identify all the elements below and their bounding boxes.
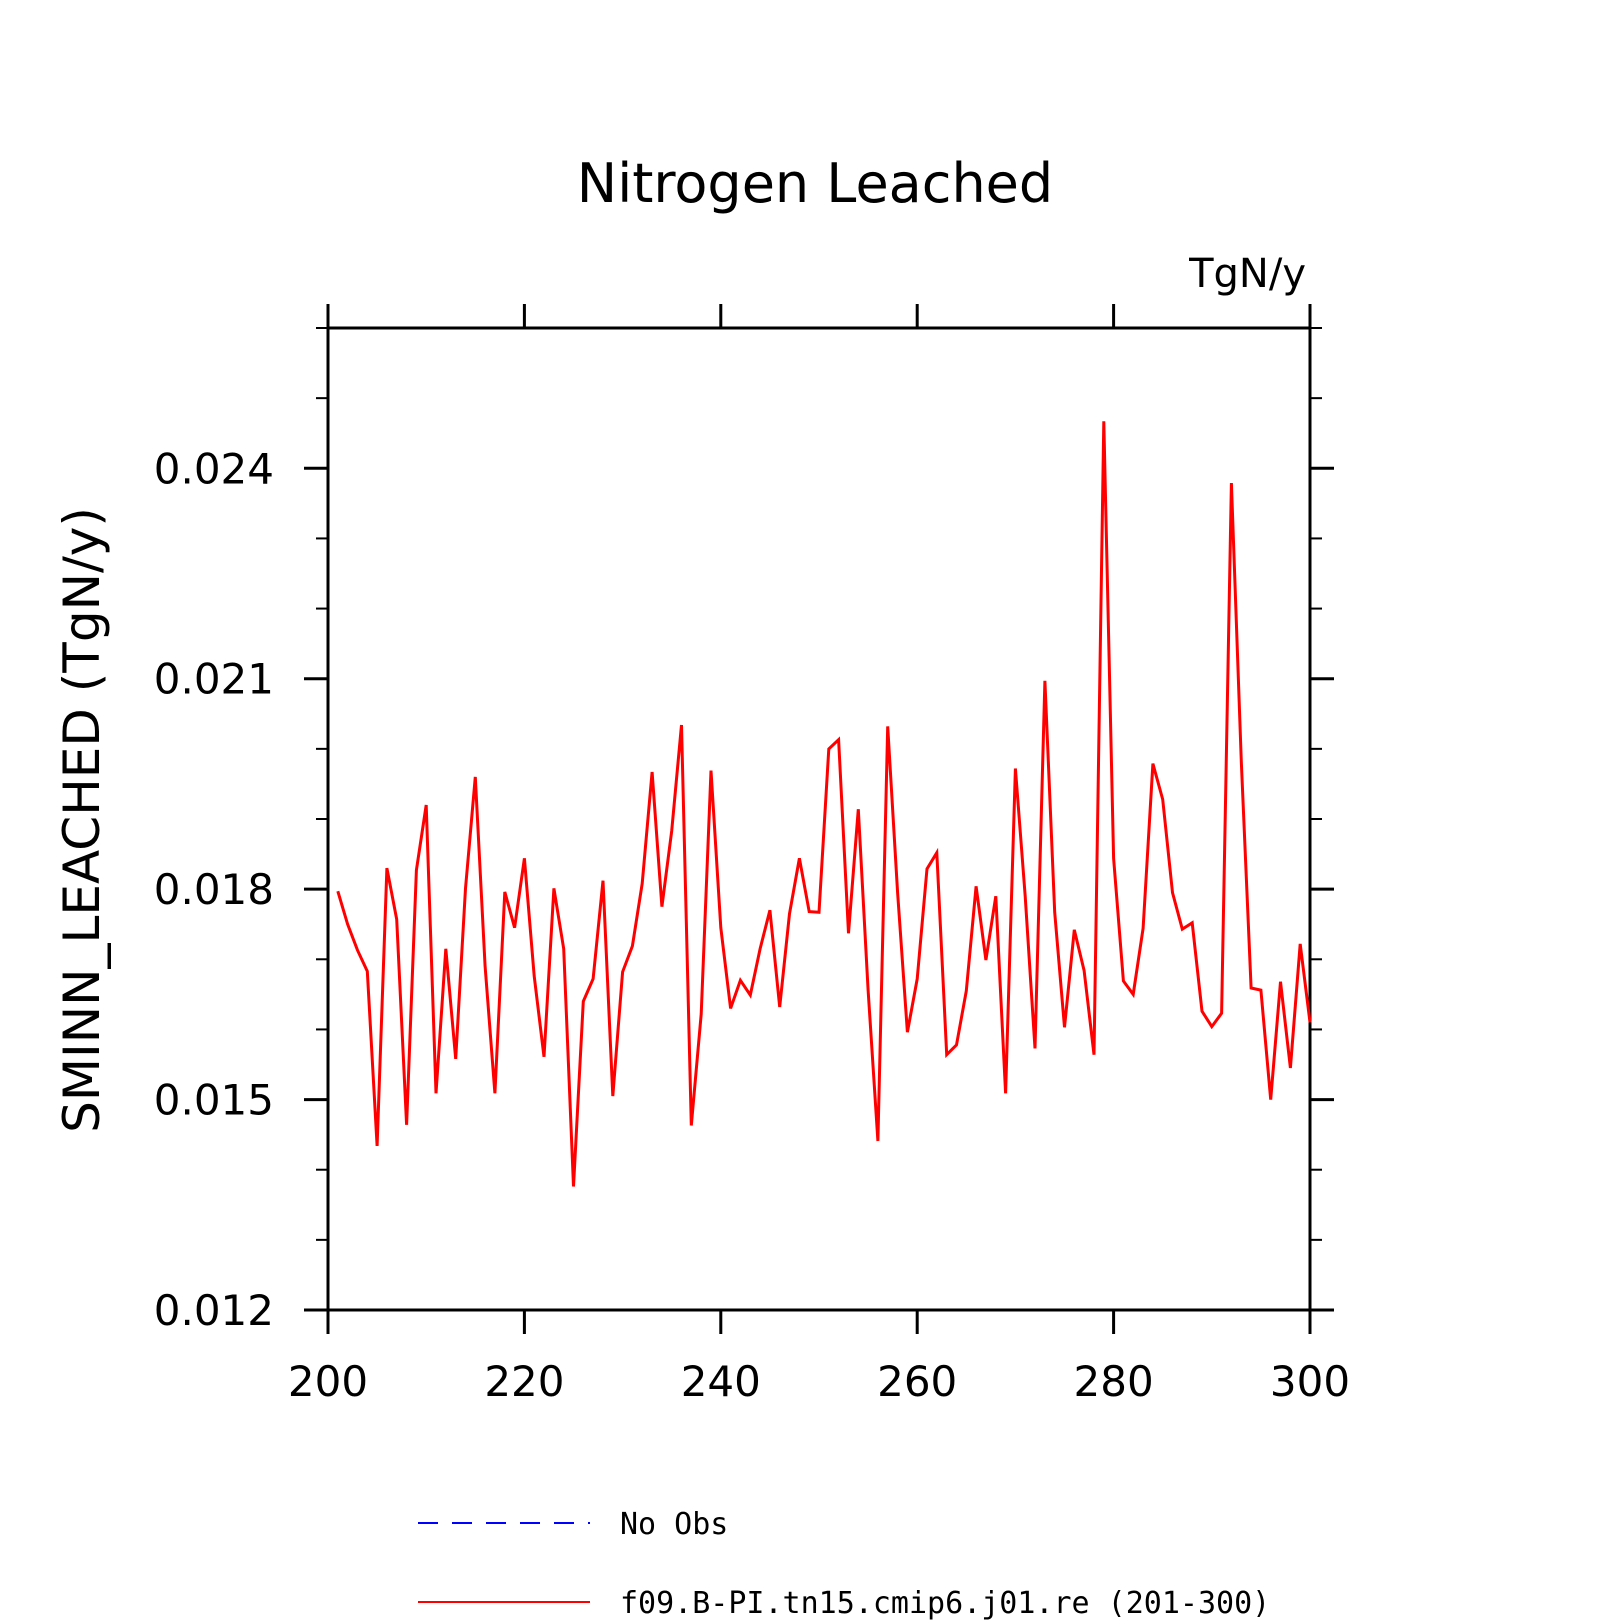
- y-tick-label: 0.012: [154, 1286, 274, 1335]
- x-tick-labels: 200 220 240 260 280 300: [288, 1357, 1350, 1406]
- y-axis-label: SMINN_LEACHED (TgN/y): [53, 507, 111, 1133]
- chart-title: Nitrogen Leached: [577, 152, 1053, 215]
- y-tick-labels: 0.012 0.015 0.018 0.021 0.024: [154, 444, 274, 1335]
- plot-frame: [326, 326, 1312, 1312]
- x-tick-label: 280: [1074, 1357, 1154, 1406]
- y-tick-label: 0.021: [154, 655, 274, 704]
- x-tick-label: 300: [1270, 1357, 1350, 1406]
- y-tick-label: 0.018: [154, 865, 274, 914]
- series-layer: [336, 421, 1312, 1187]
- legend-label-model: f09.B-PI.tn15.cmip6.j01.re (201-300): [620, 1586, 1270, 1620]
- y-tick-label: 0.015: [154, 1076, 274, 1125]
- axis-ticks: [304, 304, 1334, 1334]
- y-tick-label: 0.024: [154, 444, 274, 493]
- legend-label-no-obs: No Obs: [620, 1507, 728, 1542]
- x-tick-label: 240: [681, 1357, 761, 1406]
- legend: No Obs f09.B-PI.tn15.cmip6.j01.re (201-3…: [418, 1507, 1270, 1620]
- x-tick-label: 220: [484, 1357, 564, 1406]
- units-label: TgN/y: [1188, 251, 1306, 297]
- x-tick-label: 200: [288, 1357, 368, 1406]
- x-tick-label: 260: [877, 1357, 957, 1406]
- series-line-model: [336, 421, 1312, 1187]
